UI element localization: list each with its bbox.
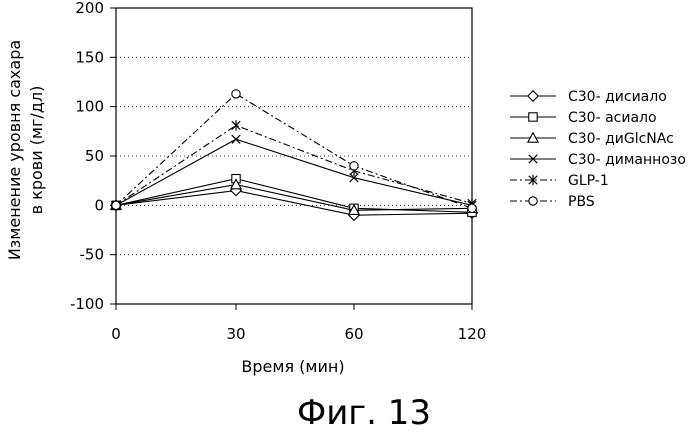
series-6-point [112,201,120,209]
series-2-line [116,179,472,213]
legend-entry: C30- диманнозо [510,152,686,168]
x-axis-title: Время (мин) [241,357,344,376]
series-4-line [116,139,472,205]
series-5-point [232,120,240,130]
axes: 200 150 100 50 0 -50 -100 0 30 60 120 [70,0,486,343]
figure-caption: Фиг. 13 [297,393,431,432]
x-tick-label: 60 [344,325,363,343]
x-tick-label: 30 [226,325,245,343]
legend-entry: C30- дисиало [510,89,667,105]
legend-label: C30- дисиало [568,89,667,105]
series-1-line [116,191,472,216]
series-6-line [116,94,472,208]
series-3-line [116,185,472,211]
y-tick-label: -50 [80,246,105,264]
legend-label: PBS [568,194,595,210]
legend-swatch-marker [529,197,537,205]
x-tick-label: 0 [111,325,121,343]
y-tick-label: 0 [94,196,104,214]
y-tick-label: 50 [85,147,104,165]
y-tick-label: -100 [70,295,104,313]
series [111,90,477,221]
series-4-point [232,135,240,143]
legend-label: C30- асиало [568,110,657,126]
y-axis-title-line-2: в крови (мг/дл) [27,86,46,215]
legend-entry: C30- асиало [510,110,657,126]
x-tick-label: 120 [458,325,487,343]
series-6-point [468,204,476,212]
legend: C30- дисиало C30- асиало C30- диGlcNAc C30-… [510,89,686,210]
y-tick-label: 200 [75,0,104,17]
legend-entry: GLP-1 [510,173,609,189]
y-axis-title-line-1: Изменение уровня сахара [5,40,24,260]
legend-label: C30- диGlcNAc [568,131,674,147]
legend-entry: PBS [510,194,595,210]
legend-swatch-marker [528,91,538,101]
series-6-point [232,90,240,98]
grid [116,57,472,254]
legend-swatch-marker [529,113,537,121]
legend-label: C30- диманнозо [568,152,686,168]
legend-label: GLP-1 [568,173,609,189]
y-tick-label: 150 [75,48,104,66]
plot-frame [116,8,472,304]
legend-entry: C30- диGlcNAc [510,131,674,147]
y-tick-label: 100 [75,98,104,116]
series-6-point [350,162,358,170]
